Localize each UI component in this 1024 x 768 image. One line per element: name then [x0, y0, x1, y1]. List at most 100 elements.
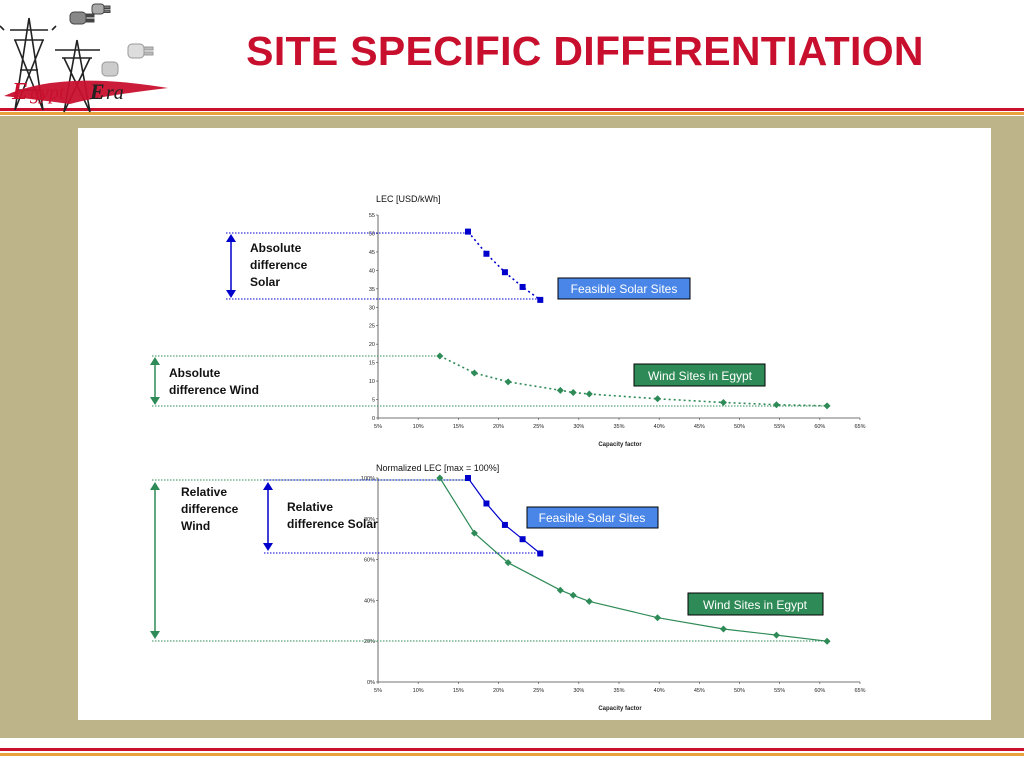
chart-normalized-x-tick-label: 45% — [694, 688, 705, 694]
chart-normalized-solar-point — [519, 536, 526, 543]
legend-solar-box-2: Feasible Solar Sites — [526, 506, 659, 529]
chart-lec-y-tick-label: 45 — [369, 250, 375, 256]
chart-normalized-x-tick-label: 10% — [413, 688, 424, 694]
chart-lec-x-tick-label: 60% — [814, 424, 825, 430]
chart-lec-x-label: Capacity factor — [598, 442, 642, 448]
chart-lec-solar-point — [537, 296, 544, 303]
chart-normalized-wind-point — [719, 625, 727, 633]
chart-lec-x-tick-label: 5% — [374, 424, 382, 430]
chart-normalized-wind-point — [585, 597, 593, 605]
chart-normalized-wind-point — [569, 591, 577, 599]
chart-lec-wind-point — [772, 401, 780, 409]
chart-normalized-wind-point — [436, 474, 444, 482]
chart-lec-x-tick-label: 15% — [453, 424, 464, 430]
chart-lec-y-tick-label: 40 — [369, 268, 375, 274]
chart-normalized-y-tick-label: 20% — [364, 639, 375, 645]
chart-normalized-x-tick-label: 60% — [814, 688, 825, 694]
wind-rel-arrow — [150, 482, 160, 639]
chart-lec-wind-point — [470, 369, 478, 377]
chart-lec-title: LEC [USD/kWh] — [376, 194, 441, 204]
chart-lec-solar-point — [464, 228, 471, 235]
annotation-relative-difference-wind: Relative difference Wind — [181, 485, 242, 533]
logo-e-letter: E — [11, 79, 28, 105]
chart-lec-y-tick-label: 20 — [369, 342, 375, 348]
annotation-absolute-difference-wind: Absolute difference Wind — [169, 366, 259, 397]
chart-lec-wind-point — [556, 386, 564, 394]
chart-lec-x-tick-label: 55% — [774, 424, 785, 430]
chart-normalized-x-tick-label: 35% — [613, 688, 624, 694]
footer-rule-red — [0, 748, 1024, 751]
chart-normalized-wind-line — [439, 477, 828, 642]
chart-normalized-lec: Normalized LEC [max = 100%] 0% 20% 40% 60% 8… — [150, 463, 866, 712]
chart-normalized-title: Normalized LEC [max = 100%] — [376, 463, 499, 473]
chart-lec-y-tick-label: 0 — [372, 416, 375, 422]
chart-normalized-x-tick-label: 20% — [493, 688, 504, 694]
chart-normalized-x-tick-label: 25% — [533, 688, 544, 694]
logo-ra-text: ra — [106, 82, 124, 104]
chart-lec-x-tick-label: 30% — [573, 424, 584, 430]
chart-normalized-y-tick-label: 40% — [364, 598, 375, 604]
chart-normalized-x-tick-label: 65% — [854, 688, 865, 694]
chart-normalized-wind-point — [470, 529, 478, 537]
chart-normalized-x-tick-label: 15% — [453, 688, 464, 694]
chart-lec-x-tick-label: 40% — [654, 424, 665, 430]
chart-lec-y-tick-label: 30 — [369, 305, 375, 311]
chart-lec-wind-point — [504, 378, 512, 386]
chart-normalized-x-tick-label: 50% — [734, 688, 745, 694]
annotation-relative-difference-solar: Relative difference Solar — [287, 500, 378, 531]
chart-lec-y-tick-label: 15 — [369, 361, 375, 367]
header-rule-red — [0, 108, 1024, 111]
chart-lec-solar-line — [467, 231, 541, 301]
chart-lec-y-tick-label: 35 — [369, 287, 375, 293]
chart-normalized-x-tick-label: 30% — [573, 688, 584, 694]
legend-solar-label-2: Feasible Solar Sites — [539, 511, 646, 525]
chart-normalized-y-tick-label: 100% — [361, 476, 375, 482]
chart-lec-x-tick-label: 65% — [854, 424, 865, 430]
chart-normalized-solar-point — [537, 550, 544, 557]
header-rule-orange — [0, 112, 1024, 115]
chart-lec-y-tick-label: 55 — [369, 213, 375, 219]
chart-normalized-y-tick-label: 60% — [364, 558, 375, 564]
egyptera-logo: E gypt E ra — [0, 3, 168, 113]
chart-lec-wind-point — [585, 390, 593, 398]
chart-lec-x-tick-label: 25% — [533, 424, 544, 430]
chart-lec-wind-point — [569, 389, 577, 397]
chart-normalized-wind-point — [823, 637, 831, 645]
logo-gypt-text: gypt — [30, 82, 65, 104]
chart-lec-wind-point — [654, 395, 662, 403]
chart-lec-y-tick-label: 25 — [369, 324, 375, 330]
legend-wind-box-1: Wind Sites in Egypt — [633, 363, 766, 387]
chart-lec-wind-point — [823, 402, 831, 410]
chart-lec-y-tick-label: 5 — [372, 398, 375, 404]
chart-lec-solar-point — [483, 250, 490, 257]
solar-rel-arrow — [263, 482, 273, 551]
chart-lec-x-tick-label: 10% — [413, 424, 424, 430]
chart-lec-solar-point — [501, 269, 508, 276]
chart-normalized-solar-point — [483, 500, 490, 507]
chart-normalized-y-tick-label: 0% — [367, 680, 375, 686]
figure-area — [78, 128, 991, 720]
chart-lec-wind-point — [719, 398, 727, 406]
chart-lec-solar-point — [519, 283, 526, 290]
chart-lec-y-tick-label: 10 — [369, 379, 375, 385]
chart-normalized-y-tick-label: 80% — [364, 517, 375, 523]
chart-lec: LEC [USD/kWh] 0 5 10 15 20 25 30 35 40 45 50 55 5% 1… — [150, 194, 866, 448]
solar-abs-arrow — [226, 234, 236, 298]
chart-lec-x-tick-label: 50% — [734, 424, 745, 430]
chart-normalized-wind-point — [772, 631, 780, 639]
chart-normalized-wind-point — [654, 614, 662, 622]
chart-lec-x-tick-label: 20% — [493, 424, 504, 430]
chart-normalized-wind-point — [504, 559, 512, 567]
chart-normalized-wind-point — [556, 586, 564, 594]
chart-lec-wind-line — [439, 355, 828, 407]
legend-wind-box-2: Wind Sites in Egypt — [687, 592, 824, 616]
chart-normalized-solar-point — [501, 521, 508, 528]
chart-normalized-x-tick-label: 40% — [654, 688, 665, 694]
chart-normalized-solar-point — [464, 475, 471, 481]
wind-abs-arrow — [150, 357, 160, 405]
footer-rule-orange — [0, 753, 1024, 756]
chart-normalized-x-tick-label: 5% — [374, 688, 382, 694]
annotation-absolute-difference-solar: Absolute difference Solar — [250, 241, 311, 289]
chart-lec-y-tick-label: 50 — [369, 231, 375, 237]
